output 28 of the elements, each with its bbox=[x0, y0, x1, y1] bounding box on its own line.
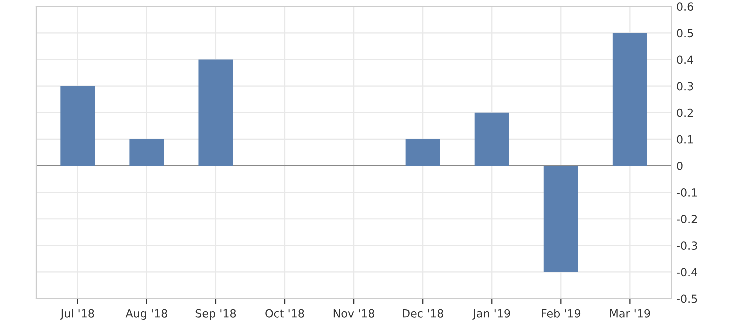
bar bbox=[474, 112, 510, 166]
x-tick-label: Oct '18 bbox=[266, 309, 304, 318]
y-tick-label: -0.1 bbox=[677, 188, 698, 197]
y-tick-label: 0.2 bbox=[677, 108, 694, 118]
bar bbox=[198, 60, 234, 166]
y-tick-label: -0.3 bbox=[677, 242, 698, 250]
bar bbox=[406, 139, 440, 166]
x-tick-label: Aug '18 bbox=[126, 309, 168, 320]
y-tick-label: -0.2 bbox=[677, 215, 698, 224]
y-tick-label: -0.4 bbox=[677, 268, 698, 277]
x-tick-label: Nov '18 bbox=[334, 309, 374, 318]
bar bbox=[130, 139, 164, 166]
bar bbox=[544, 166, 578, 272]
y-tick-label: 0.6 bbox=[677, 2, 694, 12]
x-tick-label: Jan '19 bbox=[472, 309, 510, 320]
x-tick-label: Sep '18 bbox=[196, 309, 236, 320]
x-tick-label: Mar '19 bbox=[610, 309, 650, 318]
y-tick-label: -0.5 bbox=[677, 294, 698, 304]
x-tick-label: Jul '18 bbox=[60, 309, 94, 320]
bar bbox=[60, 86, 96, 166]
y-tick-label: 0 bbox=[677, 162, 683, 170]
y-tick-label: 0.4 bbox=[677, 56, 694, 64]
y-tick-label: 0.3 bbox=[677, 82, 694, 91]
y-tick-label: 0.1 bbox=[677, 135, 694, 144]
x-tick-label: Feb '19 bbox=[542, 309, 581, 318]
y-tick-label: 0.5 bbox=[677, 29, 694, 38]
x-tick-label: Dec '18 bbox=[403, 309, 444, 318]
bar bbox=[612, 33, 648, 166]
